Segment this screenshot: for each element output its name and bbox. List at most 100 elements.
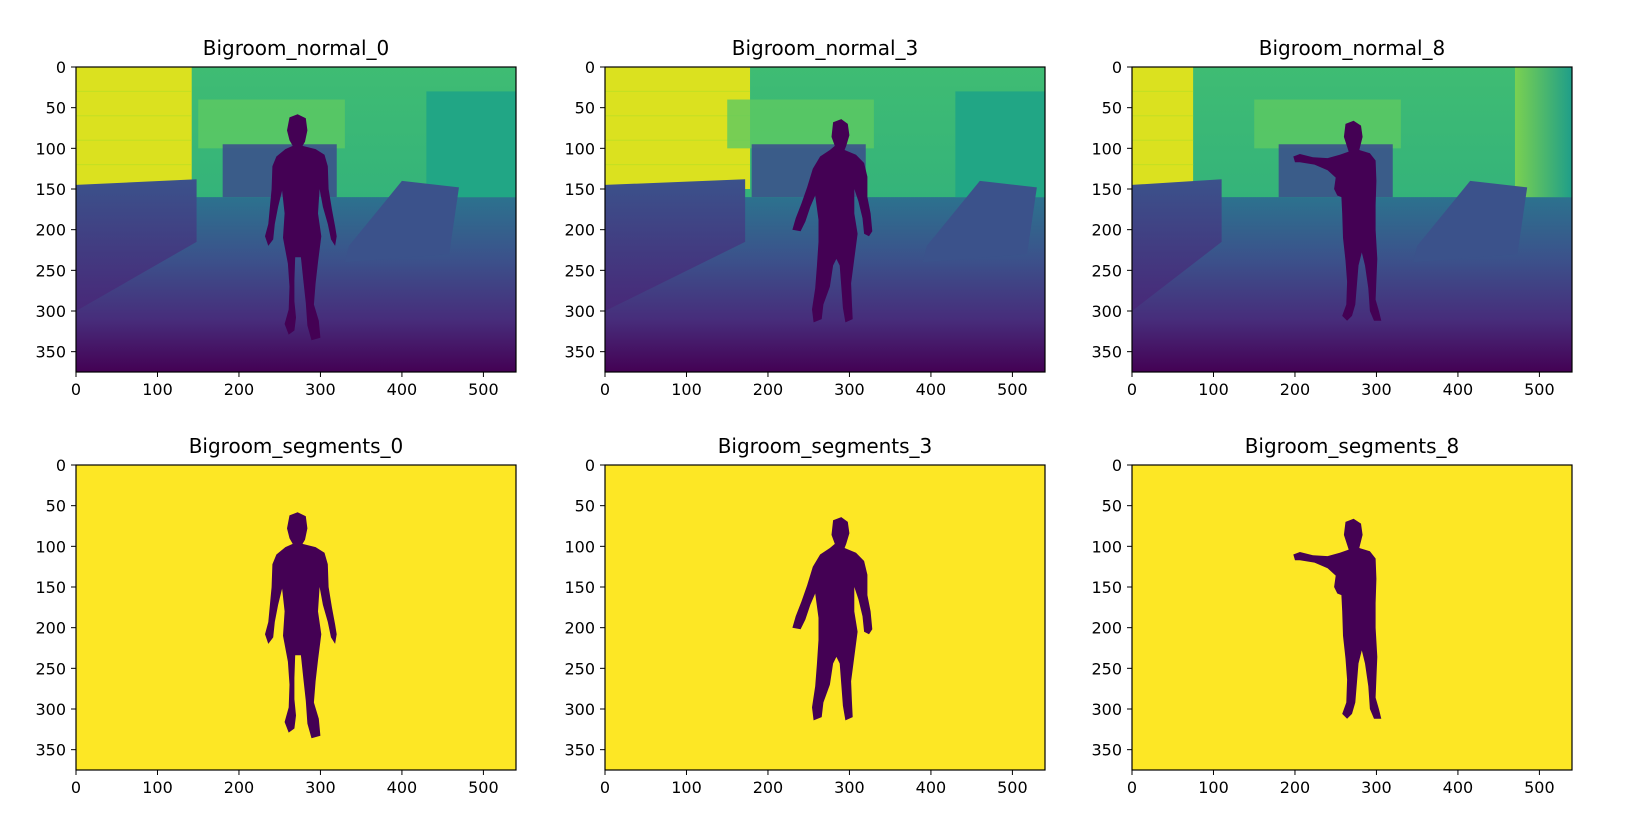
subplot-1: Bigroom_normal_0 0 100 200 300 400 500 0 50 100 15… xyxy=(35,36,517,399)
y-tick-label: 50 xyxy=(46,497,66,516)
subplot-3-frame xyxy=(1131,66,1573,373)
y-tick-label: 350 xyxy=(564,741,595,760)
subplot-3-image xyxy=(1132,67,1572,372)
panel-1-armchair xyxy=(344,180,459,263)
y-tick-label: 250 xyxy=(35,261,66,280)
x-tick-label: 400 xyxy=(916,380,947,399)
x-tick-label: 300 xyxy=(834,778,865,797)
x-tick-label: 0 xyxy=(71,778,81,797)
panel-3-armchair xyxy=(1413,180,1528,263)
x-tick-label: 200 xyxy=(224,778,255,797)
panel-2-bookshelf xyxy=(605,67,751,189)
subplot-4-image xyxy=(76,465,516,770)
y-tick-label: 300 xyxy=(1091,700,1122,719)
y-tick-label: 100 xyxy=(564,537,595,556)
subplot-5-image xyxy=(605,465,1045,770)
y-tick-label: 0 xyxy=(585,58,595,77)
subplot-1-frame xyxy=(75,66,517,373)
panel-3-person-silhouette xyxy=(1293,120,1382,321)
y-tick-label: 250 xyxy=(564,659,595,678)
panel-1-sofa xyxy=(76,179,197,311)
y-tick-label: 150 xyxy=(564,180,595,199)
x-tick-label: 0 xyxy=(71,380,81,399)
y-tick-label: 50 xyxy=(1102,99,1122,118)
y-tick-label: 50 xyxy=(575,99,595,118)
subplot-1-title: Bigroom_normal_0 xyxy=(203,36,390,60)
x-tick-label: 300 xyxy=(305,778,336,797)
panel-3-sofa xyxy=(1132,179,1222,311)
y-tick-label: 200 xyxy=(1091,619,1122,638)
x-tick-label: 400 xyxy=(1443,778,1474,797)
subplot-6-frame xyxy=(1131,464,1573,771)
x-tick-label: 500 xyxy=(997,380,1028,399)
y-tick-label: 150 xyxy=(35,180,66,199)
x-tick-label: 0 xyxy=(600,380,610,399)
x-tick-label: 300 xyxy=(1361,380,1392,399)
x-tick-label: 100 xyxy=(1198,380,1229,399)
x-tick-label: 100 xyxy=(1198,778,1229,797)
y-tick-label: 0 xyxy=(56,456,66,475)
subplot-3-title: Bigroom_normal_8 xyxy=(1259,36,1446,60)
y-tick-label: 250 xyxy=(564,261,595,280)
panel-2-sofa xyxy=(605,179,746,311)
y-tick-label: 0 xyxy=(1112,456,1122,475)
x-tick-label: 0 xyxy=(600,778,610,797)
panel-1-bookshelf xyxy=(76,67,192,189)
y-tick-label: 250 xyxy=(1091,261,1122,280)
subplot-2-frame xyxy=(604,66,1046,373)
subplot-6-image xyxy=(1132,465,1572,770)
panel-1-side-wall xyxy=(426,91,516,198)
x-tick-label: 200 xyxy=(753,380,784,399)
y-tick-label: 350 xyxy=(35,343,66,362)
y-tick-label: 350 xyxy=(1091,741,1122,760)
subplot-5-frame xyxy=(604,464,1046,771)
x-tick-label: 500 xyxy=(997,778,1028,797)
x-tick-label: 0 xyxy=(1127,778,1137,797)
panel-2-window xyxy=(727,99,874,149)
x-tick-label: 0 xyxy=(1127,380,1137,399)
y-tick-label: 100 xyxy=(35,139,66,158)
y-tick-label: 0 xyxy=(585,456,595,475)
x-tick-label: 400 xyxy=(916,778,947,797)
subplot-3: Bigroom_normal_8 0 100 200 300 400 500 0 50 100 15… xyxy=(1091,36,1573,399)
panel-2-side-wall xyxy=(955,91,1045,198)
y-tick-label: 200 xyxy=(35,619,66,638)
panel-5-person-mask xyxy=(792,517,873,721)
panel-1-person-silhouette xyxy=(265,114,337,341)
x-tick-label: 500 xyxy=(1524,380,1555,399)
y-tick-label: 150 xyxy=(1091,180,1122,199)
panel-6-person-mask xyxy=(1293,518,1382,719)
x-tick-label: 100 xyxy=(671,778,702,797)
x-tick-label: 200 xyxy=(1280,778,1311,797)
subplot-6: Bigroom_segments_8 0 100 200 300 400 500 0 50 100… xyxy=(1091,434,1573,797)
subplot-5-title: Bigroom_segments_3 xyxy=(718,434,933,458)
y-tick-label: 100 xyxy=(35,537,66,556)
x-tick-label: 200 xyxy=(1280,380,1311,399)
y-tick-label: 0 xyxy=(1112,58,1122,77)
x-tick-label: 500 xyxy=(1524,778,1555,797)
panel-3-window xyxy=(1254,99,1401,149)
y-tick-label: 250 xyxy=(35,659,66,678)
y-tick-label: 150 xyxy=(35,578,66,597)
y-tick-label: 350 xyxy=(564,343,595,362)
panel-4-person-mask xyxy=(265,512,337,739)
y-tick-label: 150 xyxy=(1091,578,1122,597)
subplot-6-title: Bigroom_segments_8 xyxy=(1245,434,1460,458)
y-tick-label: 200 xyxy=(1091,221,1122,240)
x-tick-label: 500 xyxy=(468,380,499,399)
y-tick-label: 50 xyxy=(46,99,66,118)
x-tick-label: 100 xyxy=(142,380,173,399)
x-tick-label: 300 xyxy=(834,380,865,399)
y-tick-label: 300 xyxy=(564,700,595,719)
y-tick-label: 150 xyxy=(564,578,595,597)
subplot-2-title: Bigroom_normal_3 xyxy=(732,36,919,60)
subplot-4-title: Bigroom_segments_0 xyxy=(189,434,404,458)
x-tick-label: 200 xyxy=(224,380,255,399)
y-tick-label: 300 xyxy=(35,302,66,321)
panel-1-window xyxy=(198,99,345,149)
x-tick-label: 100 xyxy=(671,380,702,399)
subplot-5: Bigroom_segments_3 0 100 200 300 400 500 0 50 100… xyxy=(564,434,1046,797)
y-tick-label: 250 xyxy=(1091,659,1122,678)
x-tick-label: 400 xyxy=(1443,380,1474,399)
